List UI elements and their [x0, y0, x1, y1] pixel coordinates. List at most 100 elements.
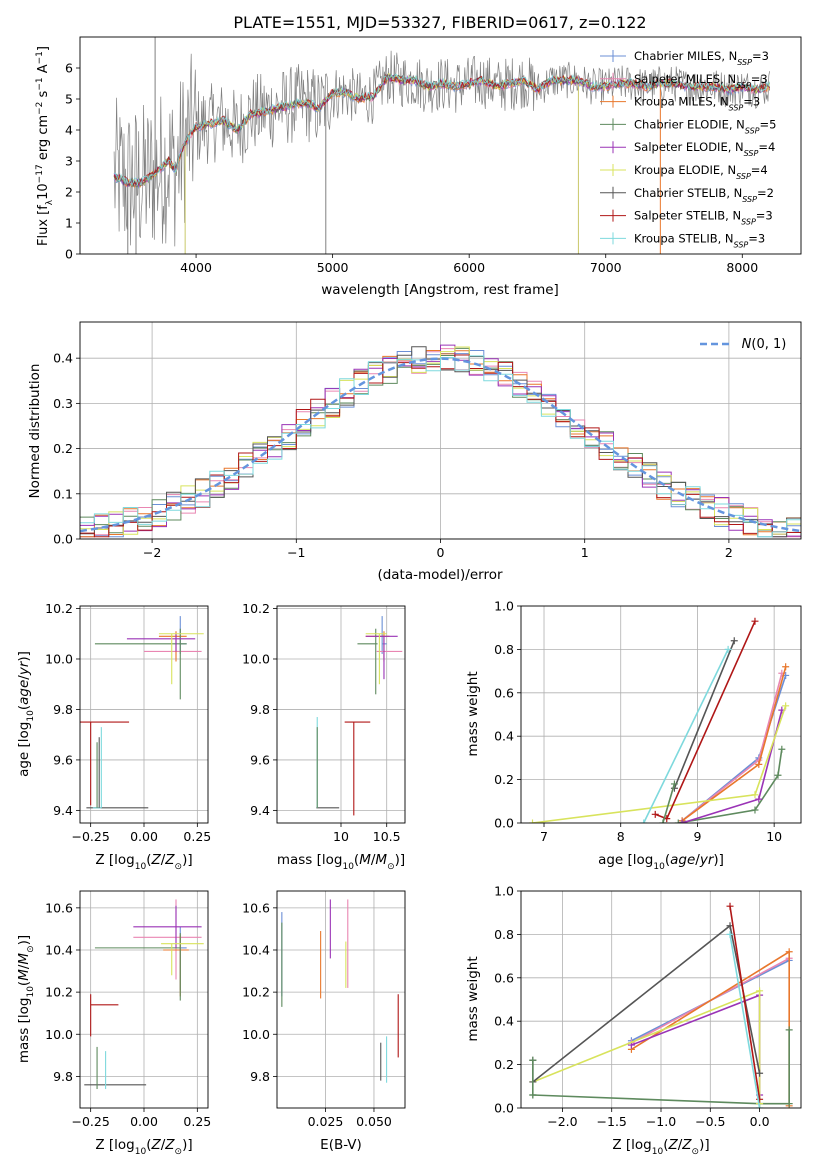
weight-marker	[751, 806, 759, 814]
weight-marker	[529, 819, 537, 823]
y-tick-label: 0.1	[53, 486, 73, 501]
x-tick-label: 0.25	[183, 829, 211, 844]
y-tick-label: 10.6	[242, 900, 270, 915]
x-tick-label: −1.0	[646, 1114, 676, 1129]
y-axis-label: Normed distribution	[27, 364, 43, 499]
y-tick-label: 0.3	[53, 396, 73, 411]
y-tick-label: 2	[65, 185, 73, 200]
y-tick-label: 0.4	[53, 351, 73, 366]
weight-marker	[756, 1095, 764, 1103]
x-tick-label: −1	[287, 545, 305, 560]
y-tick-label: 10.2	[45, 985, 73, 1000]
weight-line-kroupa-stelib	[642, 649, 729, 823]
y-axis-label: mass weight	[465, 671, 481, 756]
x-tick-label: 0.0	[750, 1114, 770, 1129]
x-tick-label: 5000	[317, 260, 349, 275]
x-tick-label: 0.00	[130, 1114, 158, 1129]
weight-marker	[756, 1069, 764, 1077]
weight-marker	[785, 1026, 793, 1034]
x-axis-label: Z [log10(Z/Z⊙)]	[95, 1137, 192, 1157]
x-tick-label: 7000	[590, 260, 622, 275]
x-tick-label: 9	[693, 829, 701, 844]
axes-frame	[520, 605, 802, 824]
y-tick-label: 0.2	[494, 1057, 514, 1072]
weight-marker	[756, 987, 764, 995]
weight-marker	[755, 760, 763, 768]
legend-entry: Chabrier ELODIE, NSSP=5	[634, 117, 776, 135]
weight-marker	[756, 1104, 764, 1108]
model-spectrum-chabrier-stelib	[113, 73, 771, 188]
residual-histogram-plot-area	[80, 322, 801, 539]
weight-line-salpeter-stelib	[729, 906, 761, 1100]
y-tick-label: 0.4	[494, 1014, 514, 1029]
x-axis-label: age [log10(age/yr)]	[598, 852, 724, 872]
y-axis-label: Flux [fλ10−17 erg cm−2 s−1 A−1]	[35, 46, 55, 246]
y-tick-label: 10.2	[242, 601, 270, 616]
x-tick-label: 10	[766, 829, 782, 844]
y-tick-label: 10.2	[45, 601, 73, 616]
weight-marker	[782, 702, 790, 710]
mass-vs-extinction-panel: 0.025 0.050 9.8 10.0 10.2 10.4 10.6 E(B-V)	[242, 890, 406, 1153]
weight-marker	[659, 819, 667, 823]
axes-frame	[79, 321, 802, 540]
mass-vs-metallicity-plot-area	[80, 891, 208, 1108]
legend-entry: Kroupa ELODIE, NSSP=4	[634, 163, 768, 181]
age-vs-metallicity-panel: −0.25 0.00 0.25 9.4 9.6 9.8 10.0 10.2 Z [log10(Z…	[16, 601, 211, 872]
weight-line-chabrier-stelib	[673, 640, 736, 789]
y-axis-label: mass [log10(M/M⊙)]	[16, 935, 36, 1063]
weight-marker	[751, 791, 759, 799]
weight-line-chabrier-elodie	[532, 1029, 790, 1105]
y-tick-label: 5	[65, 92, 73, 107]
y-tick-label: 0.6	[494, 685, 514, 700]
y-tick-label: 10.0	[242, 651, 270, 666]
y-tick-label: 1	[65, 216, 73, 231]
weight-line-salpeter-stelib	[654, 620, 756, 820]
weight-marker	[774, 771, 782, 779]
weight-line-chabrier-elodie	[662, 783, 676, 823]
y-tick-label: 0.8	[494, 642, 514, 657]
x-axis-label: mass [log10(M/M⊙)]	[277, 852, 405, 872]
histogram-kroupa-stelib	[80, 355, 801, 538]
weight-marker	[785, 948, 793, 956]
y-tick-label: 0.0	[53, 532, 73, 547]
legend-entry: Salpeter STELIB, NSSP=3	[634, 209, 773, 227]
y-tick-label: 0.4	[494, 729, 514, 744]
y-axis-label: mass weight	[465, 956, 481, 1041]
weight-marker	[730, 637, 738, 645]
x-tick-label: 6000	[453, 260, 485, 275]
y-tick-label: 0.8	[494, 927, 514, 942]
y-tick-label: 9.6	[250, 752, 270, 767]
y-tick-label: 9.8	[53, 702, 73, 717]
axes-frame	[276, 605, 406, 824]
y-tick-label: 10.6	[45, 900, 73, 915]
x-tick-label: 0	[437, 545, 445, 560]
axes-frame	[79, 890, 209, 1109]
model-spectrum-kroupa-stelib	[114, 73, 771, 187]
axes-frame	[79, 605, 209, 824]
x-tick-label: 0.25	[183, 1114, 211, 1129]
x-tick-label: 8000	[726, 260, 758, 275]
y-tick-label: 9.6	[53, 752, 73, 767]
weight-marker	[674, 819, 682, 823]
y-tick-label: 1.0	[494, 884, 514, 899]
y-tick-label: 0.2	[494, 772, 514, 787]
age-vs-mass-panel: 10 10.5 9.4 9.6 9.8 10.0 10.2 mass [log10(M/M⊙)…	[242, 601, 406, 872]
y-tick-label: 0.6	[494, 970, 514, 985]
x-tick-label: 0.050	[356, 1114, 392, 1129]
x-tick-label: 0.025	[308, 1114, 344, 1129]
weight-line-chabrier-elodie	[678, 749, 783, 823]
y-tick-label: 0	[65, 247, 73, 262]
y-tick-label: 9.4	[250, 803, 270, 818]
y-tick-label: 6	[65, 61, 73, 76]
mass-weight-vs-age-plot-area	[521, 606, 801, 823]
y-tick-label: 10.0	[45, 1027, 73, 1042]
weight-line-kroupa-elodie	[532, 705, 787, 823]
x-tick-label: 8	[617, 829, 625, 844]
normal-reference-curve	[80, 357, 801, 533]
age-vs-metallicity-plot-area	[80, 606, 208, 823]
x-axis-label: Z [log10(Z/Z⊙)]	[612, 1137, 709, 1157]
mass-weight-vs-metallicity-panel: −2.0 −1.5 −1.0 −0.5 0.0 0.0 0.2 0.4 0.6 0.8 1.0 Z […	[465, 884, 802, 1157]
spectrum-plot-area	[113, 37, 771, 254]
y-tick-label: 3	[65, 154, 73, 169]
y-tick-label: 0.0	[494, 816, 514, 831]
